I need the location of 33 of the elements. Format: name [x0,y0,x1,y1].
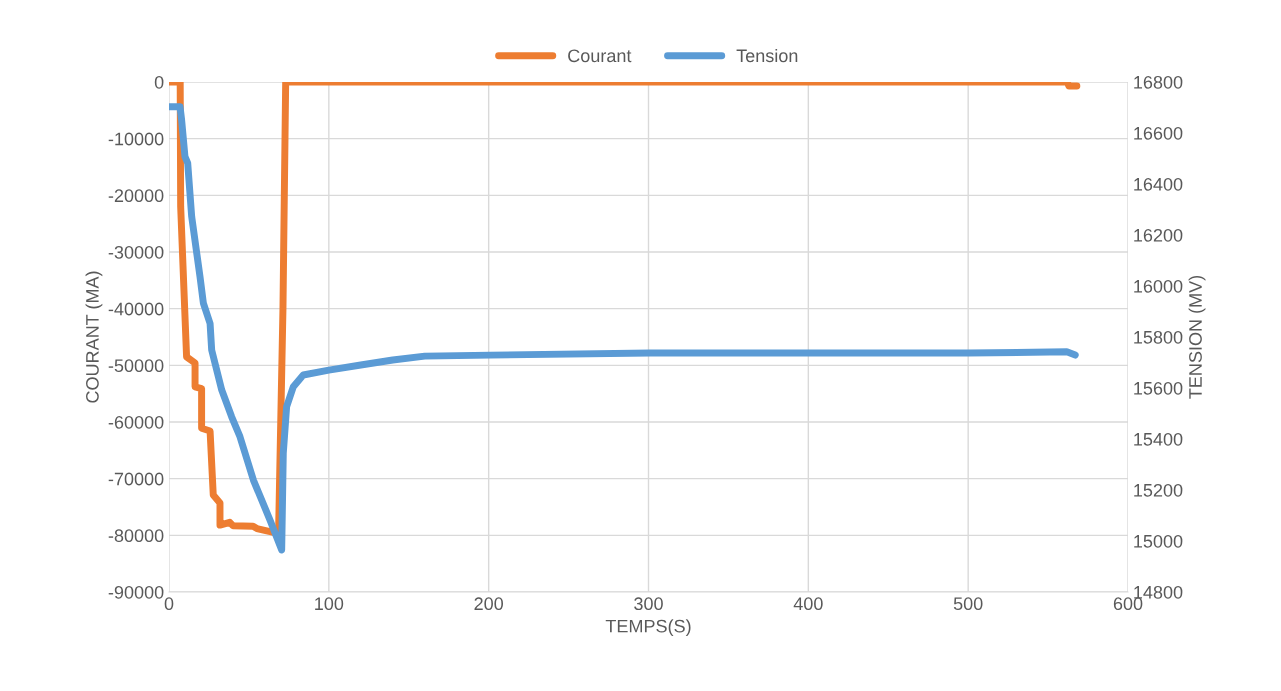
y2-tick-label: 14800 [1134,585,1183,599]
y-axis-title: COURANT (MA) [85,271,103,403]
y-tick-label: -80000 [108,529,164,543]
y-tick-label: -30000 [108,245,164,259]
y2-tick-label: 15200 [1134,483,1183,497]
x-tick-label: 400 [793,597,823,611]
legend-label: Courant [568,49,632,63]
y-tick-label: -40000 [108,302,164,316]
y2-tick-label: 16400 [1134,177,1183,191]
x-tick-label: 300 [634,597,663,611]
y-tick-label: -60000 [108,415,164,429]
y2-tick-label: 15600 [1134,381,1183,395]
y2-tick-label: 16800 [1134,75,1183,89]
x-tick-label: 500 [953,597,983,611]
y-tick-label: -20000 [108,189,164,203]
y-tick-label: -70000 [108,472,164,486]
y-tick-label: -50000 [108,359,164,373]
legend-label: Tension [736,48,798,63]
y2-tick-label: 16000 [1134,279,1183,293]
y-tick-label: 0 [154,75,164,89]
y2-tick-label: 16200 [1134,228,1183,242]
y2-tick-label: 15400 [1134,432,1183,446]
y-tick-label: -10000 [108,132,164,146]
y2-tick-label: 15800 [1134,330,1183,344]
y2-tick-label: 15000 [1134,534,1183,548]
y-tick-label: -90000 [108,585,164,599]
y2-axis-title: TENSION (MV) [1188,275,1206,399]
x-tick-label: 200 [474,597,504,611]
x-tick-label: 100 [315,597,344,611]
x-axis-title: TEMPS(S) [605,619,691,637]
x-tick-label: 0 [164,597,174,611]
x-tick-label: 600 [1113,597,1143,611]
y2-tick-label: 16600 [1134,126,1183,140]
